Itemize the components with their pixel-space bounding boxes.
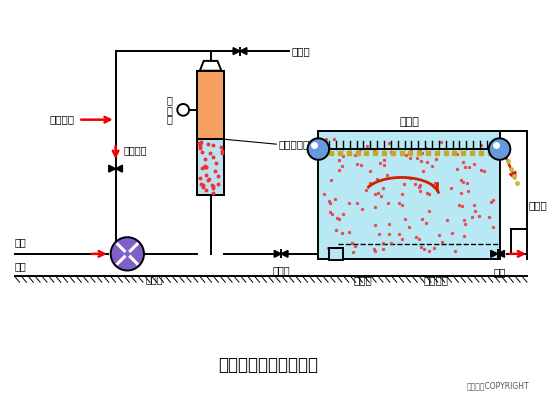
Polygon shape [200,61,221,71]
Text: 力: 力 [167,105,173,115]
Circle shape [178,104,189,116]
Polygon shape [233,48,240,55]
Text: 出水: 出水 [493,267,506,277]
Circle shape [489,138,510,160]
Polygon shape [491,250,498,257]
Text: 放气阀: 放气阀 [292,46,311,56]
Text: 气浮池: 气浮池 [353,275,372,285]
Bar [197,71,224,195]
Bar [329,248,343,260]
Bar [318,131,500,259]
Polygon shape [498,250,505,257]
Circle shape [307,138,329,160]
Polygon shape [240,48,247,55]
Text: 气浮池: 气浮池 [529,200,547,210]
Text: 进入: 进入 [15,261,26,271]
Polygon shape [281,250,288,257]
Text: 原水: 原水 [15,237,26,247]
Text: 减压阀: 减压阀 [272,265,290,275]
Text: 东方仿真COPYRIGHT: 东方仿真COPYRIGHT [466,382,529,390]
Bar [197,139,224,195]
Polygon shape [109,165,116,172]
Bar [197,71,224,139]
Text: 加压泵: 加压泵 [146,275,163,285]
Text: 表: 表 [167,115,173,125]
Polygon shape [116,165,122,172]
Text: 部分溶气气浮工艺流程: 部分溶气气浮工艺流程 [219,355,318,374]
Circle shape [111,237,144,271]
Text: 化学药剂: 化学药剂 [123,145,147,155]
Text: 空气进入: 空气进入 [49,115,75,125]
Text: 压: 压 [167,95,173,105]
Text: 集水系统: 集水系统 [424,275,448,285]
Text: 压力溶气罐: 压力溶气罐 [278,139,310,149]
Polygon shape [274,250,281,257]
Text: 刮渣机: 刮渣机 [399,117,419,127]
